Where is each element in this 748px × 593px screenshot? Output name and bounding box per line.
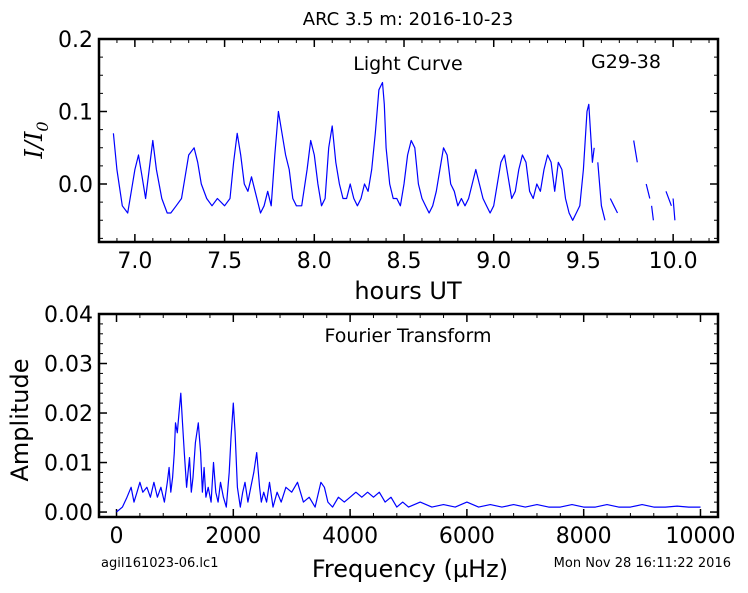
y-tick-label: 0.02 [44, 402, 93, 427]
light-curve-annotation: Light Curve [353, 53, 463, 75]
x-tick-label: 9.5 [566, 249, 601, 274]
y-tick-label: 0.00 [44, 501, 93, 526]
fourier-annotation: Fourier Transform [324, 325, 491, 347]
y-tick-label: 0.04 [44, 303, 93, 328]
light-curve-frame [97, 37, 720, 244]
x-tick-label: 8.5 [387, 249, 422, 274]
x-tick-label: 9.0 [476, 249, 511, 274]
fourier-frame [97, 312, 720, 519]
y-tick-label: 0.01 [44, 452, 93, 477]
y-tick-label: 0.0 [58, 173, 93, 198]
series-line [116, 392, 701, 513]
fourier-xlabel: Frequency (μHz) [312, 555, 508, 583]
fourier-panel: Fourier Transform Frequency (μHz) Amplit… [6, 303, 735, 583]
footer-filename: agil161023-06.lc1 [101, 556, 218, 571]
x-tick-label: 0 [110, 524, 124, 549]
x-tick-label: 7.5 [207, 249, 242, 274]
x-tick-label: 4000 [322, 524, 378, 549]
light-curve-xlabel: hours UT [354, 277, 462, 305]
star-name-annotation: G29-38 [591, 51, 661, 73]
x-tick-label: 8000 [556, 524, 612, 549]
light-curve-ylabel: I/I0 [20, 121, 52, 159]
footer-timestamp: Mon Nov 28 16:11:22 2016 [554, 556, 731, 571]
x-tick-label: 2000 [205, 524, 261, 549]
fourier-ylabel: Amplitude [6, 359, 34, 482]
light-curve-panel: Light Curve G29-38 hours UT I/I0 7.0 7.5 8… [20, 28, 720, 305]
y-tick-label: 0.1 [58, 101, 93, 126]
x-tick-label: 8.0 [297, 249, 332, 274]
x-tick-label: 7.0 [117, 249, 152, 274]
x-tick-label: 10000 [665, 524, 735, 549]
y-tick-label: 0.03 [44, 353, 93, 378]
y-tick-label: 0.2 [58, 28, 93, 53]
series-line [112, 81, 676, 221]
x-tick-label: 10.0 [649, 249, 698, 274]
figure-title: ARC 3.5 m: 2016-10-23 [303, 9, 514, 30]
x-tick-label: 6000 [439, 524, 495, 549]
